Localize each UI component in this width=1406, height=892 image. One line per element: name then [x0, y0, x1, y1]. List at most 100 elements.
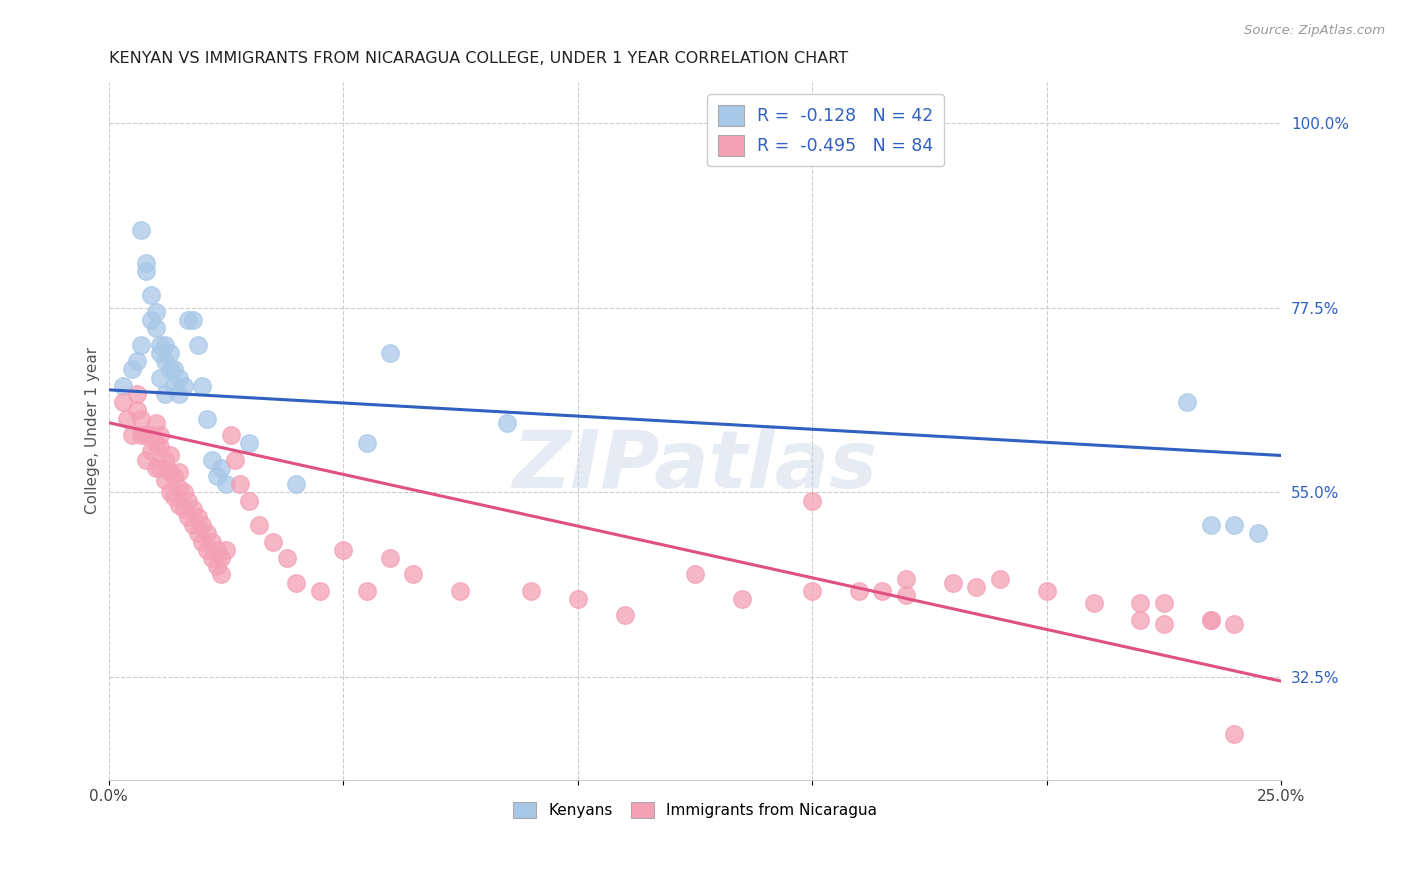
- Point: [111, 395, 134, 409]
- Point: [1175, 395, 1198, 409]
- Legend: Kenyans, Immigrants from Nicaragua: Kenyans, Immigrants from Nicaragua: [506, 796, 883, 824]
- Point: [567, 592, 589, 607]
- Point: [177, 493, 200, 508]
- Point: [173, 378, 195, 392]
- Point: [449, 583, 471, 598]
- Point: [181, 501, 204, 516]
- Point: [167, 387, 190, 401]
- Point: [117, 411, 139, 425]
- Point: [378, 551, 401, 566]
- Point: [402, 567, 425, 582]
- Point: [163, 469, 186, 483]
- Point: [219, 428, 242, 442]
- Point: [149, 460, 172, 475]
- Point: [276, 551, 298, 566]
- Point: [262, 534, 284, 549]
- Point: [1199, 518, 1222, 533]
- Point: [1199, 613, 1222, 627]
- Point: [356, 436, 378, 450]
- Point: [1083, 596, 1105, 610]
- Point: [209, 551, 232, 566]
- Point: [125, 387, 148, 401]
- Point: [894, 588, 917, 602]
- Point: [201, 551, 224, 566]
- Point: [153, 452, 176, 467]
- Point: [1129, 596, 1152, 610]
- Point: [285, 575, 308, 590]
- Point: [229, 477, 252, 491]
- Point: [149, 428, 172, 442]
- Point: [205, 469, 228, 483]
- Point: [159, 485, 181, 500]
- Point: [988, 572, 1011, 586]
- Point: [187, 526, 209, 541]
- Point: [1246, 526, 1268, 541]
- Point: [159, 449, 181, 463]
- Point: [731, 592, 754, 607]
- Point: [205, 559, 228, 574]
- Text: Source: ZipAtlas.com: Source: ZipAtlas.com: [1244, 24, 1385, 37]
- Point: [965, 580, 987, 594]
- Point: [1129, 613, 1152, 627]
- Point: [121, 362, 143, 376]
- Point: [131, 337, 153, 351]
- Point: [1199, 613, 1222, 627]
- Point: [145, 416, 167, 430]
- Point: [145, 305, 167, 319]
- Point: [224, 452, 246, 467]
- Point: [191, 534, 214, 549]
- Point: [153, 354, 176, 368]
- Point: [135, 264, 157, 278]
- Point: [159, 346, 181, 360]
- Point: [247, 518, 270, 533]
- Point: [187, 510, 209, 524]
- Point: [167, 370, 190, 384]
- Text: ZIPatlas: ZIPatlas: [512, 426, 877, 505]
- Point: [153, 473, 176, 487]
- Point: [613, 608, 636, 623]
- Point: [378, 346, 401, 360]
- Point: [125, 354, 148, 368]
- Point: [139, 428, 162, 442]
- Point: [159, 362, 181, 376]
- Point: [177, 313, 200, 327]
- Point: [801, 493, 824, 508]
- Point: [894, 572, 917, 586]
- Point: [167, 481, 190, 495]
- Point: [215, 542, 238, 557]
- Point: [145, 321, 167, 335]
- Point: [1035, 583, 1057, 598]
- Point: [149, 370, 172, 384]
- Point: [519, 583, 541, 598]
- Point: [201, 452, 224, 467]
- Point: [139, 313, 162, 327]
- Point: [177, 510, 200, 524]
- Point: [163, 378, 186, 392]
- Point: [872, 583, 894, 598]
- Point: [173, 501, 195, 516]
- Point: [149, 346, 172, 360]
- Point: [942, 575, 965, 590]
- Point: [1153, 596, 1175, 610]
- Point: [238, 493, 260, 508]
- Text: KENYAN VS IMMIGRANTS FROM NICARAGUA COLLEGE, UNDER 1 YEAR CORRELATION CHART: KENYAN VS IMMIGRANTS FROM NICARAGUA COLL…: [108, 51, 848, 66]
- Point: [195, 411, 218, 425]
- Point: [195, 542, 218, 557]
- Point: [131, 428, 153, 442]
- Point: [195, 526, 218, 541]
- Point: [181, 518, 204, 533]
- Point: [131, 223, 153, 237]
- Point: [848, 583, 870, 598]
- Point: [167, 465, 190, 479]
- Point: [238, 436, 260, 450]
- Point: [135, 452, 157, 467]
- Point: [149, 440, 172, 454]
- Point: [205, 542, 228, 557]
- Point: [1223, 727, 1246, 741]
- Point: [149, 337, 172, 351]
- Point: [308, 583, 330, 598]
- Point: [215, 477, 238, 491]
- Point: [135, 428, 157, 442]
- Point: [191, 518, 214, 533]
- Point: [125, 403, 148, 417]
